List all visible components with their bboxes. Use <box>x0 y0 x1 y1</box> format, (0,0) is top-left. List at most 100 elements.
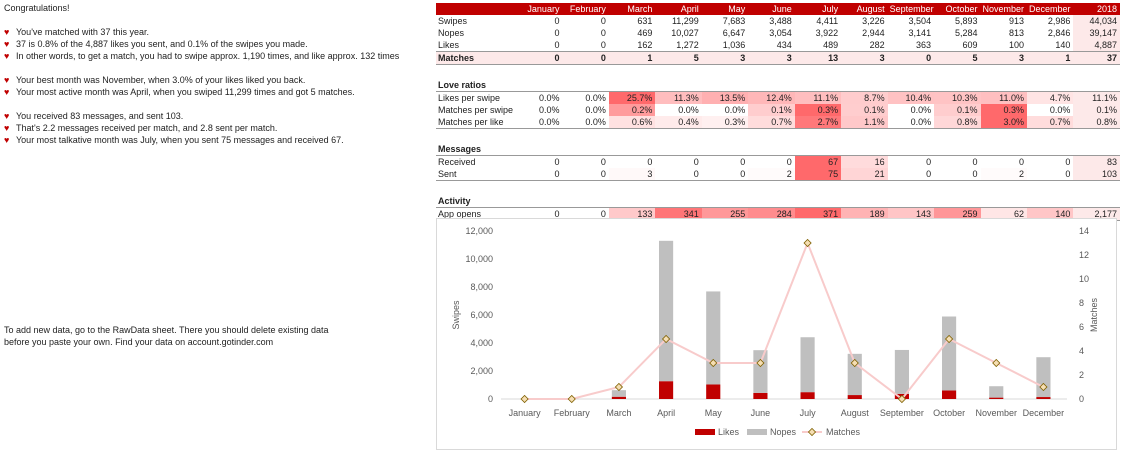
table-cell[interactable]: 0.3% <box>980 104 1027 116</box>
table-cell[interactable]: 0 <box>748 155 795 168</box>
table-cell[interactable]: 3 <box>748 51 795 65</box>
row-label[interactable]: Likes <box>438 40 460 50</box>
table-cell[interactable]: 11.1% <box>1073 91 1120 104</box>
table-cell[interactable]: 3 <box>701 51 749 65</box>
table-cell[interactable]: 0.0% <box>701 104 749 116</box>
table-cell[interactable]: 0 <box>701 168 749 181</box>
table-cell[interactable]: 631 <box>637 16 653 26</box>
table-cell[interactable]: 1 <box>1026 51 1074 65</box>
table-cell[interactable]: 0 <box>655 168 702 181</box>
table-cell[interactable]: 11.0% <box>980 91 1027 104</box>
table-cell[interactable]: 0.0% <box>562 91 609 104</box>
table-cell[interactable]: 0.0% <box>1026 104 1074 116</box>
table-cell[interactable]: 434 <box>776 40 792 50</box>
table-cell[interactable]: 37 <box>1073 51 1120 65</box>
table-cell[interactable]: 2,846 <box>1047 28 1071 38</box>
table-cell[interactable]: 0 <box>600 16 606 26</box>
table-cell[interactable]: 3.0% <box>980 116 1027 129</box>
table-cell[interactable]: 1,036 <box>722 40 746 50</box>
table-cell[interactable]: 140 <box>1055 40 1071 50</box>
table-cell[interactable]: 67 <box>794 155 842 168</box>
table-cell[interactable]: 0 <box>516 51 563 65</box>
table-cell[interactable]: 11,299 <box>671 16 699 26</box>
table-cell[interactable]: 6,647 <box>722 28 746 38</box>
table-cell[interactable]: 143 <box>887 207 935 221</box>
table-cell[interactable]: 10,027 <box>671 28 699 38</box>
table-cell[interactable]: 0.1% <box>841 104 888 116</box>
table-cell[interactable]: 2 <box>980 168 1027 181</box>
table-cell[interactable]: 4.7% <box>1026 91 1074 104</box>
table-cell[interactable]: 3,922 <box>815 28 839 38</box>
table-cell[interactable]: 0.1% <box>748 104 795 116</box>
table-cell[interactable]: 3 <box>608 168 656 181</box>
table-cell[interactable]: 0.0% <box>562 104 609 116</box>
table-cell[interactable]: 2,986 <box>1047 16 1071 26</box>
table-cell[interactable]: 11.1% <box>794 91 842 104</box>
table-cell[interactable]: 284 <box>748 207 795 221</box>
row-label[interactable]: Matches per like <box>436 116 516 129</box>
table-cell[interactable]: 0.7% <box>1026 116 1074 129</box>
table-cell[interactable]: 1.1% <box>841 116 888 129</box>
table-cell[interactable]: 0.0% <box>516 116 563 129</box>
table-cell[interactable]: 83 <box>1073 155 1120 168</box>
table-cell[interactable]: 3 <box>841 51 888 65</box>
table-cell[interactable]: 0 <box>516 155 563 168</box>
row-label[interactable]: Matches per swipe <box>438 105 514 115</box>
table-cell[interactable]: 0.1% <box>1073 104 1120 116</box>
row-label[interactable]: Matches <box>436 51 516 65</box>
table-cell[interactable]: 1 <box>608 51 656 65</box>
table-cell[interactable]: 0 <box>600 28 606 38</box>
table-cell[interactable]: 0 <box>562 51 609 65</box>
table-cell[interactable]: 0.1% <box>934 104 981 116</box>
table-cell[interactable]: 0.8% <box>1073 116 1120 129</box>
table-cell[interactable]: 0 <box>655 155 702 168</box>
table-cell[interactable]: 75 <box>794 168 842 181</box>
row-label[interactable]: Likes per swipe <box>438 93 501 103</box>
table-cell[interactable]: 10.3% <box>934 91 981 104</box>
table-cell[interactable]: 3 <box>980 51 1027 65</box>
row-label[interactable]: Sent <box>436 168 516 181</box>
table-cell[interactable]: 0.0% <box>516 104 563 116</box>
table-cell[interactable]: 0 <box>554 28 560 38</box>
table-cell[interactable]: 0 <box>1026 155 1074 168</box>
table-cell[interactable]: 813 <box>1008 28 1024 38</box>
table-cell[interactable]: 0 <box>554 16 560 26</box>
table-cell[interactable]: 0 <box>934 155 981 168</box>
table-cell[interactable]: 62 <box>980 207 1027 221</box>
table-cell[interactable]: 4,411 <box>816 16 839 26</box>
table-cell[interactable]: 0.6% <box>608 116 656 129</box>
table-cell[interactable]: 0 <box>562 168 609 181</box>
table-cell[interactable]: 0.7% <box>748 116 795 129</box>
table-cell[interactable]: 0 <box>600 40 606 50</box>
table-cell[interactable]: 21 <box>841 168 888 181</box>
table-cell[interactable]: 3,504 <box>908 16 932 26</box>
table-cell[interactable]: 0.0% <box>887 104 935 116</box>
table-cell[interactable]: 3,054 <box>769 28 792 38</box>
table-cell[interactable]: 913 <box>1008 16 1024 26</box>
table-cell[interactable]: 0.4% <box>655 116 702 129</box>
table-cell[interactable]: 0 <box>554 40 560 50</box>
table-cell[interactable]: 100 <box>1008 40 1024 50</box>
table-cell[interactable]: 2 <box>748 168 795 181</box>
table-cell[interactable]: 4,887 <box>1073 39 1120 52</box>
table-cell[interactable]: 7,683 <box>722 16 746 26</box>
table-cell[interactable]: 0 <box>701 155 749 168</box>
table-cell[interactable]: 44,034 <box>1073 15 1120 27</box>
table-cell[interactable]: 3,141 <box>908 28 932 38</box>
table-cell[interactable]: 12.4% <box>748 91 795 104</box>
table-cell[interactable]: 39,147 <box>1073 27 1120 39</box>
table-cell[interactable]: 0.0% <box>562 116 609 129</box>
table-cell[interactable]: 0 <box>562 155 609 168</box>
table-cell[interactable]: 0 <box>887 168 935 181</box>
table-cell[interactable]: 3,488 <box>769 16 792 26</box>
table-cell[interactable]: 133 <box>608 207 656 221</box>
table-cell[interactable]: 0 <box>934 168 981 181</box>
table-cell[interactable]: 13.5% <box>701 91 749 104</box>
table-cell[interactable]: 5,893 <box>955 16 978 26</box>
table-cell[interactable]: 0 <box>887 155 935 168</box>
table-cell[interactable]: 3,226 <box>862 16 885 26</box>
table-cell[interactable]: 0.2% <box>608 104 656 116</box>
table-cell[interactable]: 8.7% <box>841 91 888 104</box>
table-cell[interactable]: 103 <box>1073 168 1120 181</box>
table-cell[interactable]: 16 <box>841 155 888 168</box>
